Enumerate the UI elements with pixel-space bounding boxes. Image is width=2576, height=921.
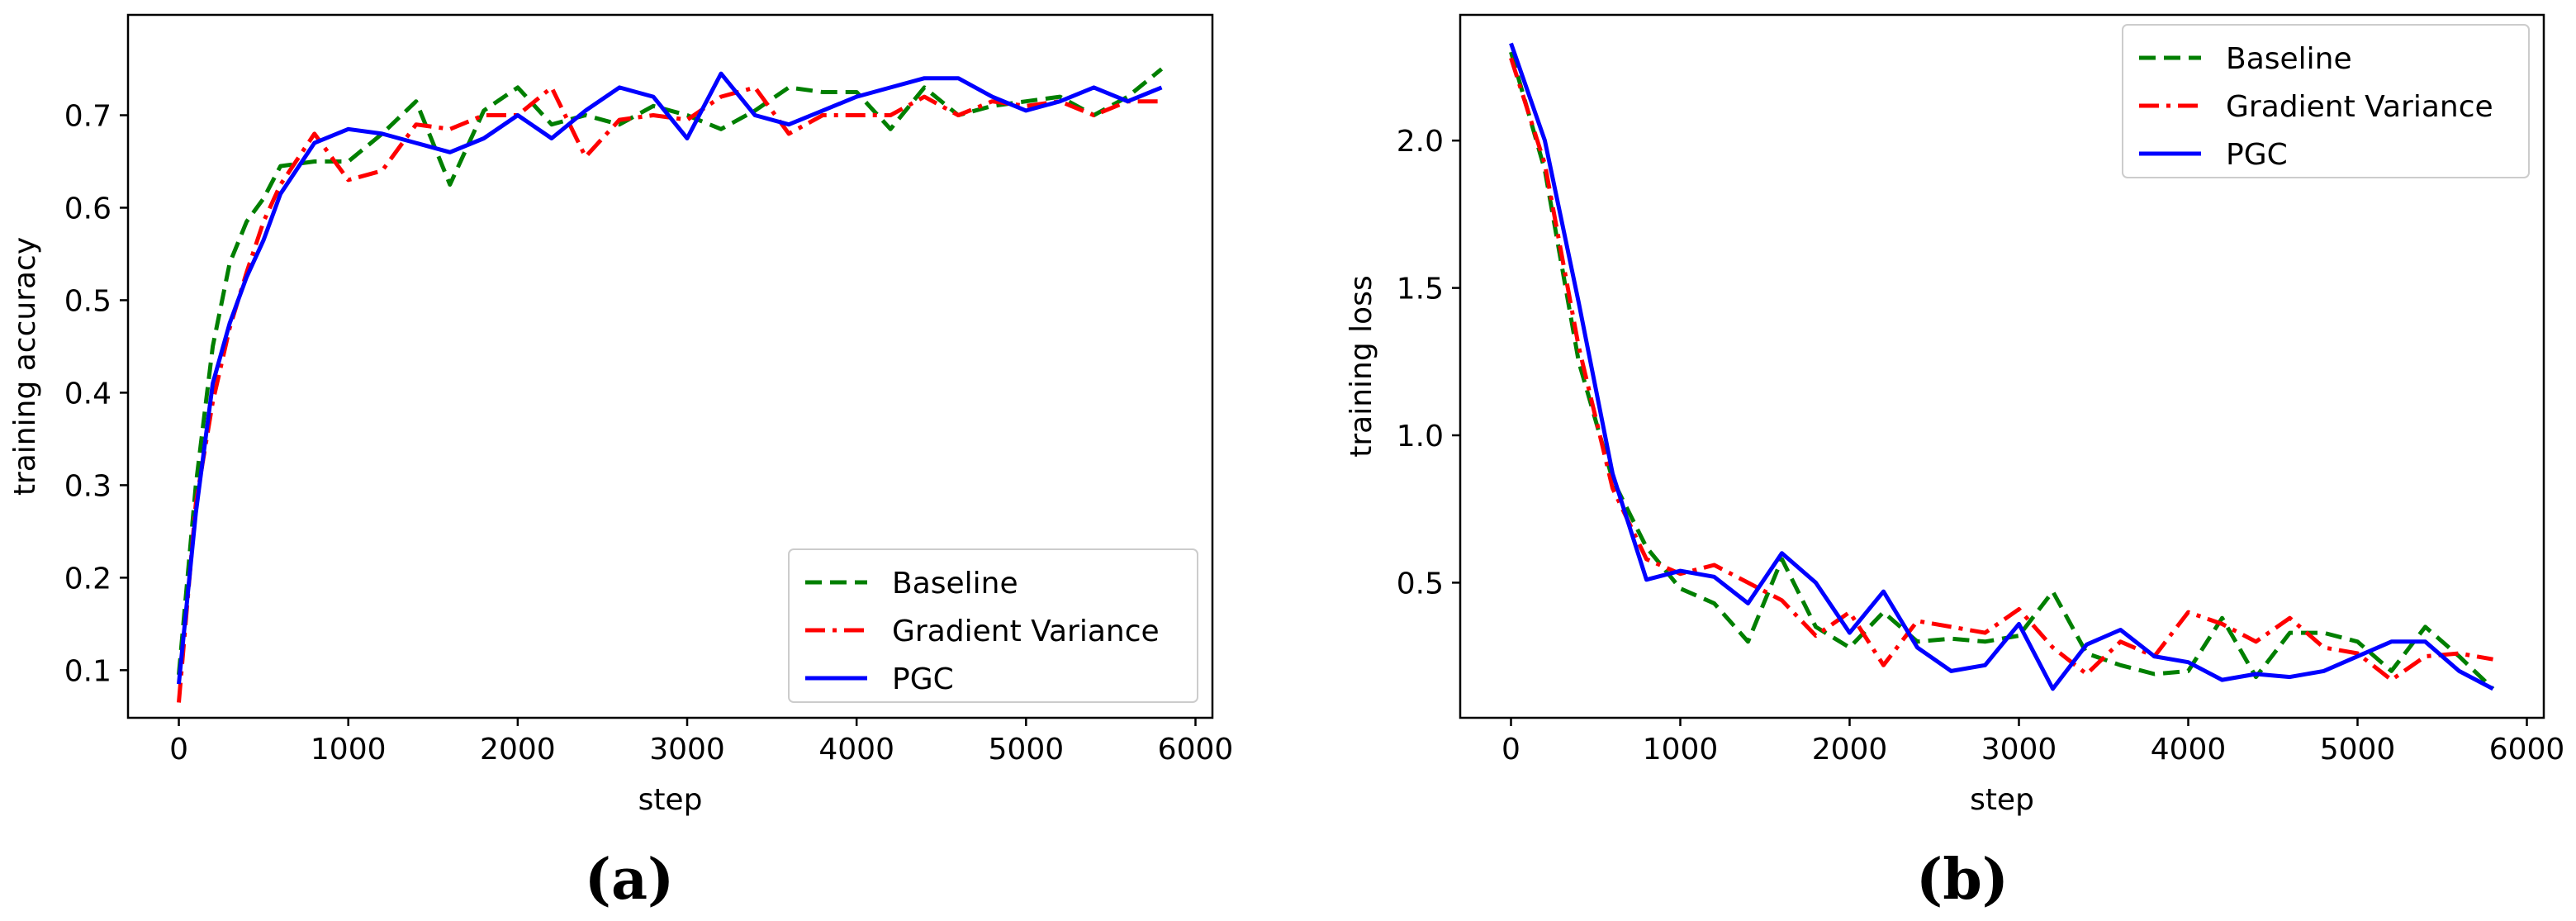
legend: Baseline Gradient Variance PGC bbox=[2122, 24, 2530, 178]
legend: Baseline Gradient Variance PGC bbox=[788, 548, 1198, 703]
y-tick-label: 0.5 bbox=[64, 284, 111, 318]
y-tick-label: 0.4 bbox=[64, 377, 111, 411]
axes-frame bbox=[126, 13, 1214, 719]
x-tick-label: 6000 bbox=[2489, 733, 2565, 767]
y-tick-label: 0.3 bbox=[64, 469, 111, 503]
x-axis-label: step bbox=[1970, 783, 2034, 817]
x-tick-label: 5000 bbox=[2320, 733, 2396, 767]
series-line-pgc bbox=[177, 71, 1163, 685]
chart-panel-a: 0 1000 2000 3000 4000 5000 6000 0.1 0.2 0.3 0.4 0.5… bbox=[8, 13, 1234, 913]
x-tick-label: 4000 bbox=[818, 733, 894, 767]
chart-panel-b: 0 1000 2000 3000 4000 5000 6000 0.5 1.0 1.5 2.0 ste… bbox=[1345, 13, 2565, 913]
y-axis-label: training loss bbox=[1345, 275, 1378, 457]
legend-label: Baseline bbox=[2226, 42, 2352, 76]
x-tick-label: 6000 bbox=[1158, 733, 1234, 767]
y-tick-label: 2.0 bbox=[1397, 125, 1444, 159]
x-tick-label: 1000 bbox=[311, 733, 387, 767]
y-axis-label: training accuracy bbox=[8, 237, 42, 496]
series-line-pgc bbox=[1509, 42, 2494, 691]
y-tick-label: 0.2 bbox=[64, 562, 111, 596]
y-tick-label: 0.6 bbox=[64, 192, 111, 226]
legend-label: Baseline bbox=[892, 567, 1018, 601]
y-tick-label: 0.7 bbox=[64, 99, 111, 133]
axes-frame bbox=[1459, 13, 2545, 719]
x-tick-label: 3000 bbox=[1981, 733, 2057, 767]
series-line-gradient-variance bbox=[177, 85, 1162, 703]
panel-label: (a) bbox=[585, 847, 674, 913]
legend-label: Gradient Variance bbox=[892, 615, 1160, 648]
legend-label: Gradient Variance bbox=[2226, 90, 2493, 124]
x-tick-label: 0 bbox=[169, 733, 188, 767]
legend-box bbox=[2122, 24, 2530, 178]
x-tick-label: 2000 bbox=[1812, 733, 1888, 767]
x-axis-label: step bbox=[638, 783, 703, 817]
x-tick-label: 4000 bbox=[2151, 733, 2227, 767]
x-tick-label: 0 bbox=[1501, 733, 1520, 767]
panel-label: (b) bbox=[1916, 847, 2009, 913]
x-tick-label: 1000 bbox=[1643, 733, 1719, 767]
legend-box bbox=[788, 548, 1198, 703]
x-tick-label: 2000 bbox=[480, 733, 556, 767]
series-line-baseline bbox=[177, 67, 1164, 676]
y-tick-label: 0.1 bbox=[64, 654, 111, 688]
y-tick-label: 1.5 bbox=[1397, 273, 1444, 306]
legend-label: PGC bbox=[2226, 138, 2288, 172]
legend-label: PGC bbox=[892, 662, 954, 696]
y-tick-label: 0.5 bbox=[1397, 567, 1444, 601]
series-line-baseline bbox=[1509, 51, 2495, 691]
x-tick-label: 3000 bbox=[649, 733, 725, 767]
y-tick-label: 1.0 bbox=[1397, 420, 1444, 453]
x-tick-label: 5000 bbox=[989, 733, 1065, 767]
